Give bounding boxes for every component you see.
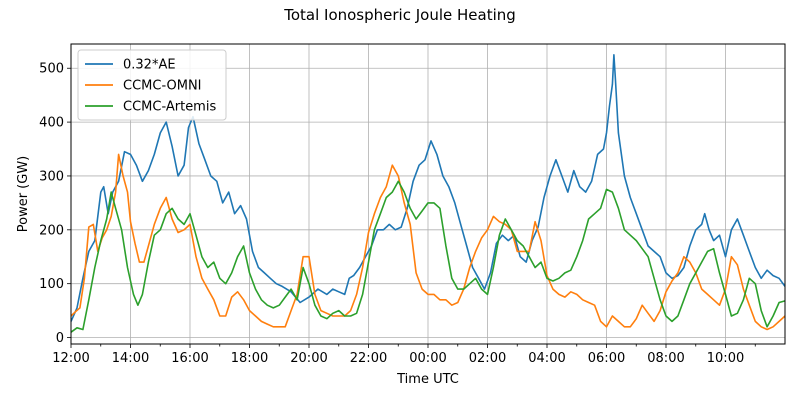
x-axis-label: Time UTC	[396, 372, 459, 387]
y-tick-label: 200	[39, 223, 64, 238]
y-tick-label: 500	[39, 62, 64, 77]
x-tick-label: 16:00	[171, 351, 208, 366]
y-axis: 0 100 200 300 400 500	[39, 62, 71, 346]
series-line-3	[70, 180, 786, 333]
x-tick-label: 22:00	[350, 351, 387, 366]
x-tick-label: 10:00	[707, 351, 744, 366]
x-tick-label: 08:00	[647, 351, 684, 366]
y-tick-label: 0	[56, 331, 64, 346]
legend-label: CCMC-OMNI	[123, 79, 202, 94]
x-axis: 12:00 14:00 16:00 18:00 20:00 22:00 00:00 02:00…	[52, 344, 756, 366]
x-tick-label: 20:00	[290, 351, 327, 366]
series-lines	[70, 54, 786, 333]
legend-label: 0.32*AE	[123, 58, 176, 73]
legend-box	[77, 49, 227, 121]
x-tick-label: 14:00	[112, 351, 149, 366]
x-tick-label: 12:00	[52, 351, 89, 366]
x-tick-label: 18:00	[231, 351, 268, 366]
legend-label: CCMC-Artemis	[123, 100, 216, 115]
y-tick-label: 300	[39, 169, 64, 184]
y-tick-label: 100	[39, 277, 64, 292]
series-line-1	[70, 54, 786, 322]
legend: 0.32*AE CCMC-OMNI CCMC-Artemis	[77, 49, 227, 121]
x-tick-label: 02:00	[469, 351, 506, 366]
x-tick-label: 00:00	[409, 351, 446, 366]
x-tick-label: 04:00	[528, 351, 565, 366]
y-tick-label: 400	[39, 116, 64, 131]
chart-title: Total Ionospheric Joule Heating	[283, 6, 516, 24]
series-line-2	[70, 153, 786, 331]
y-axis-label: Power (GW)	[16, 156, 31, 233]
x-tick-label: 06:00	[588, 351, 625, 366]
